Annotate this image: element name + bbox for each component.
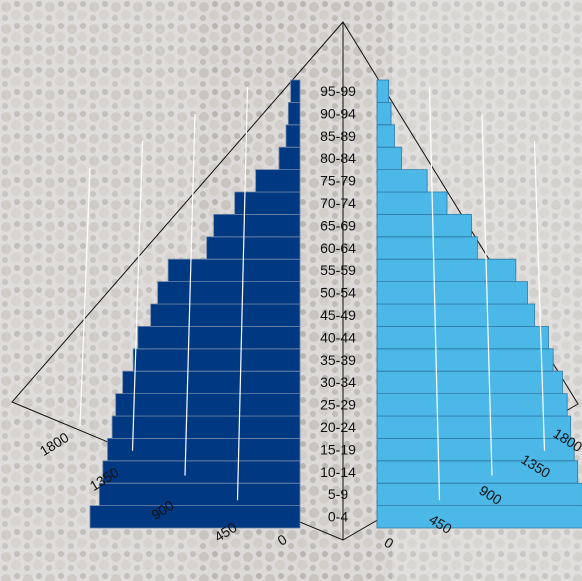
left-bars: [89, 79, 301, 529]
grid-right-450: [428, 86, 441, 501]
grid-right-1350: [533, 140, 546, 451]
age-labels: 0-4 5-9 10-14 15-19 20-24 25-29 30-34 35-39 40-4…: [320, 83, 356, 525]
right-bar-25-29: [376, 393, 568, 417]
left-bar-90-94: [287, 102, 301, 126]
right-bar-90-94: [376, 102, 392, 126]
right-bars: [376, 79, 582, 529]
left-bar-35-39: [132, 348, 301, 372]
right-bar-65-69: [376, 213, 472, 238]
right-bar-55-59: [376, 258, 517, 283]
age-label-65-69: 65-69: [320, 217, 356, 233]
age-label-75-79: 75-79: [320, 173, 356, 189]
right-bar-85-89: [376, 124, 395, 148]
right-bar-70-74: [376, 191, 448, 215]
right-bar-0-4: [376, 505, 582, 529]
right-bar-60-64: [376, 236, 478, 260]
left-bar-60-64: [206, 236, 301, 260]
left-bar-85-89: [285, 124, 301, 148]
right-bar-95-99: [376, 79, 390, 103]
left-bar-0-4: [89, 505, 301, 529]
left-bar-65-69: [213, 213, 301, 238]
left-bar-55-59: [167, 258, 301, 283]
age-label-10-14: 10-14: [320, 464, 356, 480]
left-bar-5-9: [98, 482, 301, 507]
left-bar-10-14: [102, 460, 301, 484]
age-label-15-19: 15-19: [320, 441, 356, 457]
gridlines: [79, 86, 546, 501]
age-label-25-29: 25-29: [320, 397, 356, 413]
age-label-5-9: 5-9: [328, 486, 348, 502]
age-label-85-89: 85-89: [320, 128, 356, 144]
left-bar-15-19: [107, 437, 301, 462]
age-label-30-34: 30-34: [320, 374, 356, 390]
grid-left-1350: [131, 140, 144, 451]
age-label-70-74: 70-74: [320, 195, 356, 211]
left-bar-30-34: [122, 370, 301, 395]
right-bar-80-84: [376, 146, 402, 171]
grid-left-450: [236, 86, 249, 501]
left-bar-40-44: [137, 325, 301, 350]
age-label-60-64: 60-64: [320, 240, 356, 256]
right-bar-30-34: [376, 370, 563, 395]
age-label-90-94: 90-94: [320, 105, 356, 121]
age-label-95-99: 95-99: [320, 83, 356, 99]
age-label-50-54: 50-54: [320, 285, 356, 301]
age-label-40-44: 40-44: [320, 329, 356, 345]
age-label-0-4: 0-4: [328, 509, 348, 525]
right-bar-40-44: [376, 325, 549, 350]
right-bar-45-49: [376, 303, 535, 327]
age-label-45-49: 45-49: [320, 307, 356, 323]
left-bar-95-99: [290, 79, 301, 103]
left-bar-75-79: [255, 169, 301, 193]
left-bar-25-29: [115, 393, 301, 417]
age-label-35-39: 35-39: [320, 352, 356, 368]
grid-right-900: [481, 113, 493, 476]
right-bar-20-24: [376, 415, 572, 439]
left-bar-45-49: [150, 303, 301, 327]
age-label-55-59: 55-59: [320, 262, 356, 278]
right-bar-75-79: [376, 169, 428, 193]
right-bar-35-39: [376, 348, 554, 372]
left-bar-50-54: [157, 281, 301, 305]
left-bar-20-24: [111, 415, 301, 439]
grid-left-1800: [79, 167, 91, 427]
right-bar-50-54: [376, 281, 528, 305]
age-label-20-24: 20-24: [320, 419, 356, 435]
age-label-80-84: 80-84: [320, 150, 356, 166]
left-bar-80-84: [278, 146, 301, 171]
grid-left-900: [184, 113, 196, 476]
